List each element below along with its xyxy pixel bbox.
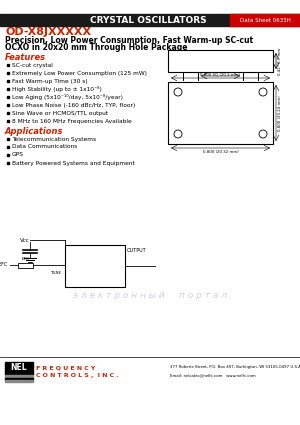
Circle shape: [174, 130, 182, 138]
Text: 377 Roberts Street, P.O. Box 497, Burlington, WI 53105-0497 U.S.A. Phone 262/763: 377 Roberts Street, P.O. Box 497, Burlin…: [170, 365, 300, 369]
Text: CRYSTAL OSCILLATORS: CRYSTAL OSCILLATORS: [90, 15, 206, 25]
Bar: [230, 14, 300, 26]
Text: 4: 4: [268, 136, 270, 140]
Text: OD-X8JXXXXX: OD-X8JXXXXX: [5, 27, 91, 37]
Bar: [0, 14, 300, 26]
Text: Vcc: Vcc: [69, 250, 78, 255]
Text: Vcc: Vcc: [20, 238, 30, 243]
Text: EFC: EFC: [69, 263, 78, 267]
Text: Telecommunication Systems: Telecommunication Systems: [12, 136, 96, 142]
Text: 0.800 (20.32 mm): 0.800 (20.32 mm): [202, 150, 238, 154]
Text: High Stability (up to ± 1x10⁻⁸): High Stability (up to ± 1x10⁻⁸): [12, 86, 102, 92]
Bar: [18, 263, 33, 267]
Text: OUTPUT: OUTPUT: [127, 247, 147, 252]
Text: Precision, Low Power Consumption, Fast Warm-up SC-cut: Precision, Low Power Consumption, Fast W…: [5, 36, 253, 45]
Text: OCXO in 20x20 mm Through Hole Package: OCXO in 20x20 mm Through Hole Package: [5, 42, 188, 51]
Bar: [168, 82, 273, 144]
Text: 2: 2: [268, 86, 270, 90]
Text: э л е к т р о н н ы й     п о р т а л: э л е к т р о н н ы й п о р т а л: [73, 291, 227, 300]
Bar: [168, 50, 273, 72]
Circle shape: [259, 88, 267, 96]
Text: SC-cut crystal: SC-cut crystal: [12, 62, 53, 68]
Text: C O N T R O L S ,  I N C .: C O N T R O L S , I N C .: [36, 374, 118, 379]
Text: 8 MHz to 160 MHz Frequencies Available: 8 MHz to 160 MHz Frequencies Available: [12, 119, 132, 124]
Text: Data Communications: Data Communications: [12, 144, 77, 150]
Bar: [5, 375, 33, 377]
Text: Sine Wave or HCMOS/TTL output: Sine Wave or HCMOS/TTL output: [12, 110, 108, 116]
Text: o: o: [219, 110, 222, 116]
Text: GPS: GPS: [12, 153, 24, 158]
Text: 1: 1: [171, 86, 173, 90]
Text: Fast Warm-up Time (30 s): Fast Warm-up Time (30 s): [12, 79, 88, 83]
Text: Data Sheet 0635H: Data Sheet 0635H: [240, 17, 290, 23]
Text: F R E Q U E N C Y: F R E Q U E N C Y: [36, 366, 95, 371]
Circle shape: [174, 88, 182, 96]
Text: EFC: EFC: [0, 263, 8, 267]
Text: 0.42~0.7 mm: 0.42~0.7 mm: [278, 47, 282, 75]
Text: EFC: EFC: [22, 257, 29, 261]
Text: 3: 3: [171, 136, 173, 140]
Text: NEL: NEL: [11, 363, 27, 372]
Bar: [5, 377, 33, 380]
Text: Extremely Low Power Consumption (125 mW): Extremely Low Power Consumption (125 mW): [12, 71, 147, 76]
Text: TUNE: TUNE: [50, 271, 61, 275]
Bar: [5, 362, 33, 373]
Bar: [5, 380, 33, 382]
Text: Battery Powered Systems and Equipment: Battery Powered Systems and Equipment: [12, 161, 135, 165]
Text: 0.800 (20.24 mm): 0.800 (20.24 mm): [278, 95, 282, 131]
Text: Email: nelsales@nelfc.com   www.nelfc.com: Email: nelsales@nelfc.com www.nelfc.com: [170, 373, 256, 377]
Bar: [65, 245, 125, 287]
Circle shape: [259, 130, 267, 138]
Text: Applications: Applications: [5, 127, 64, 136]
Bar: [5, 373, 33, 375]
Text: DC/T: DC/T: [87, 261, 103, 266]
Text: Low Phase Noise (-160 dBc/Hz, TYP, floor): Low Phase Noise (-160 dBc/Hz, TYP, floor…: [12, 102, 135, 108]
Text: Features: Features: [5, 53, 46, 62]
Text: Low Aging (5x10⁻¹⁰/day, 5x10⁻⁸/year): Low Aging (5x10⁻¹⁰/day, 5x10⁻⁸/year): [12, 94, 123, 100]
Text: 0.800 SQ (20.3 mm): 0.800 SQ (20.3 mm): [200, 72, 241, 76]
